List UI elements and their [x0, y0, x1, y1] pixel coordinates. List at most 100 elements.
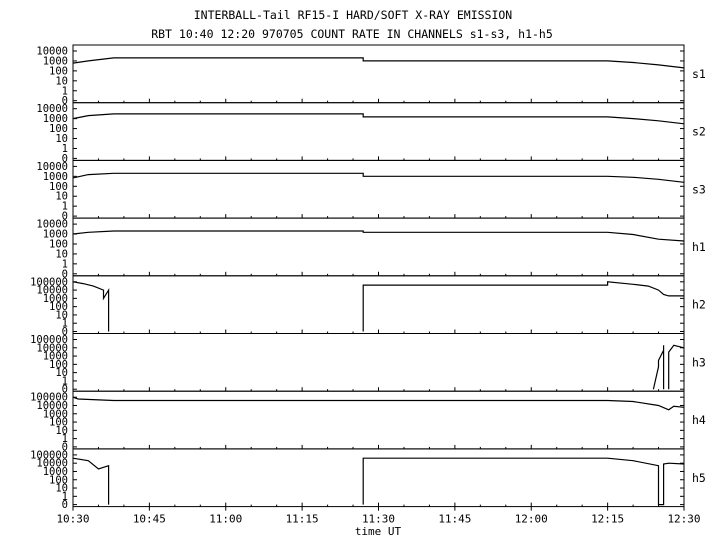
series-line-s3: [72, 172, 685, 183]
y-tick-label: 0: [62, 211, 68, 223]
panel-name-h5: h5: [692, 471, 706, 485]
y-tick-label: 10000: [36, 46, 68, 58]
x-tick-label: 10:30: [56, 513, 89, 526]
y-tick-label: 10000: [36, 103, 68, 115]
panel-frame: [72, 390, 685, 450]
y-tick-label: 100000: [30, 392, 68, 404]
y-tick-label: 100: [49, 301, 68, 313]
chart-title: INTERBALL-Tail RF15-I HARD/SOFT X-RAY EM…: [194, 8, 513, 22]
series-line-h5: [362, 457, 685, 506]
y-tick-label: 1000: [43, 293, 68, 305]
y-tick-label: 100: [49, 238, 68, 250]
y-tick-label: 10000: [36, 161, 68, 173]
x-axis: 10:30 10:45 11:00 11:15 11:30 11:45 12:00 12:15…: [56, 506, 701, 526]
x-axis-label: time UT: [355, 525, 402, 538]
series-line-h3: [668, 344, 685, 390]
y-tick-label: 100: [49, 181, 68, 193]
panel-name-h2: h2: [692, 298, 706, 312]
y-tick-label: 10000: [36, 219, 68, 231]
y-tick-label: 100000: [30, 449, 68, 461]
y-tick-label: 10: [55, 248, 68, 260]
y-tick-label: 1000: [43, 351, 68, 363]
y-tick-label: 1000: [43, 408, 68, 420]
panel-frame: [72, 44, 685, 104]
y-tick-label: 1: [62, 318, 68, 330]
y-tick-label: 1: [62, 491, 68, 503]
panel-name-s2: s2: [692, 125, 706, 139]
series-line-h1: [72, 230, 685, 242]
y-tick-label: 100: [49, 123, 68, 135]
y-tick-label: 0: [62, 268, 68, 280]
series-line-s1: [72, 57, 685, 69]
y-tick-label: 10: [55, 309, 68, 321]
x-tick-label: 11:15: [286, 513, 319, 526]
y-tick-label: 1: [62, 143, 68, 155]
y-tick-label: 1: [62, 85, 68, 97]
y-tick-label: 1: [62, 201, 68, 213]
x-tick-label: 11:00: [209, 513, 242, 526]
y-tick-label: 10: [55, 191, 68, 203]
panel-name-h4: h4: [692, 413, 706, 427]
y-tick-label: 100000: [30, 276, 68, 288]
y-tick-label: 10000: [36, 285, 68, 297]
y-tick-label: 0: [62, 95, 68, 107]
series-line-s2: [72, 113, 685, 125]
y-tick-label: 0: [62, 384, 68, 396]
y-tick-label: 1: [62, 258, 68, 270]
y-tick-label: 10: [55, 367, 68, 379]
y-tick-label: 1000: [43, 466, 68, 478]
panel-name-h3: h3: [692, 355, 706, 369]
panel-frame: [72, 333, 685, 392]
y-tick-label: 10000: [36, 342, 68, 354]
x-tick-label: 12:15: [591, 513, 624, 526]
y-tick-label: 10000: [36, 458, 68, 470]
panel-frame: [72, 102, 685, 161]
y-tick-label: 10: [55, 133, 68, 145]
panels-group: 1000010001001010s11000010001001010s21000…: [30, 44, 706, 511]
y-tick-label: 0: [62, 326, 68, 338]
y-tick-label: 100: [49, 417, 68, 429]
y-tick-label: 10000: [36, 400, 68, 412]
x-tick-label: 11:45: [438, 513, 471, 526]
series-line-h2: [72, 281, 110, 332]
y-tick-label: 100: [49, 65, 68, 77]
panel-name-s1: s1: [692, 67, 706, 81]
series-line-h2: [362, 281, 684, 332]
x-tick-label: 10:45: [133, 513, 166, 526]
y-tick-label: 0: [62, 441, 68, 453]
y-tick-label: 1: [62, 375, 68, 387]
y-tick-label: 1000: [43, 113, 68, 125]
series-line-h3: [652, 345, 665, 390]
x-tick-label: 12:00: [515, 513, 548, 526]
y-tick-label: 0: [62, 153, 68, 165]
y-tick-label: 1000: [43, 55, 68, 67]
y-tick-label: 100: [49, 359, 68, 371]
panel-frame: [72, 217, 685, 277]
y-tick-label: 1000: [43, 171, 68, 183]
panel-name-s3: s3: [692, 182, 706, 196]
y-tick-label: 1000: [43, 229, 68, 241]
panel-frame: [72, 159, 685, 219]
series-line-h4: [72, 396, 685, 411]
series-line-h5: [72, 457, 110, 505]
panel-name-h1: h1: [692, 240, 706, 254]
panel-frame: [72, 448, 685, 508]
chart-subtitle: RBT 10:40 12:20 970705 COUNT RATE IN CHA…: [151, 27, 553, 41]
panel-frame: [72, 275, 685, 334]
y-tick-label: 1: [62, 433, 68, 445]
y-tick-label: 100: [49, 474, 68, 486]
x-tick-label: 11:30: [362, 513, 395, 526]
y-tick-label: 10: [55, 483, 68, 495]
y-tick-label: 100000: [30, 334, 68, 346]
y-tick-label: 0: [62, 499, 68, 511]
y-tick-label: 10: [55, 425, 68, 437]
